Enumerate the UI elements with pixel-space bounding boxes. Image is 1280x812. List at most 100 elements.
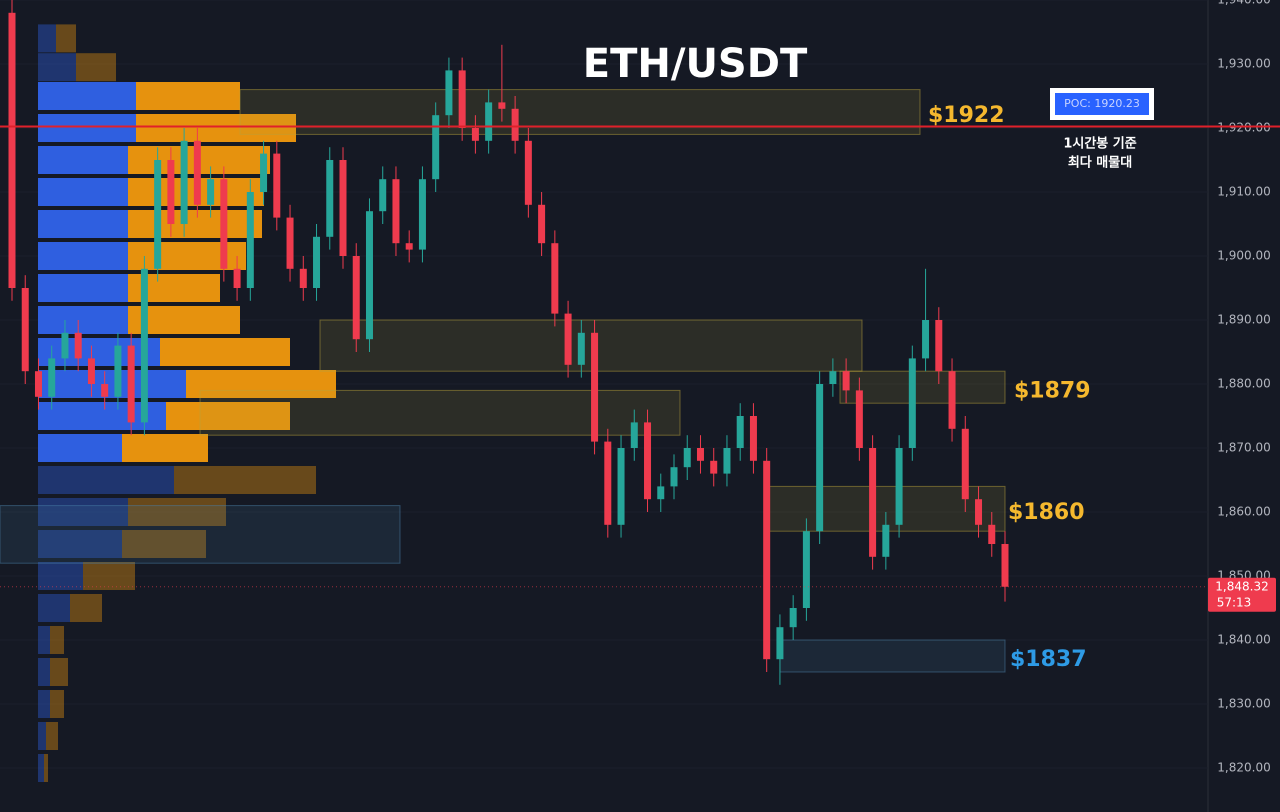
candle-body bbox=[802, 531, 810, 608]
profile-sell-bar bbox=[174, 466, 316, 494]
profile-buy-bar bbox=[38, 146, 128, 174]
poc-box-inner bbox=[1055, 93, 1149, 115]
price-zone bbox=[0, 505, 401, 564]
profile-sell-bar bbox=[136, 82, 240, 110]
candle-body bbox=[352, 256, 360, 340]
candle-body bbox=[220, 179, 228, 269]
candle-body bbox=[644, 422, 652, 500]
price-zone bbox=[779, 639, 1006, 673]
candle-body bbox=[246, 192, 254, 288]
profile-buy-bar bbox=[38, 594, 70, 622]
profile-sell-bar bbox=[46, 722, 58, 750]
candle-body bbox=[167, 160, 175, 224]
candle-body bbox=[564, 313, 572, 365]
candle-body bbox=[21, 288, 29, 372]
candle-body bbox=[379, 179, 387, 212]
candle-body bbox=[127, 345, 135, 423]
last-price-label: 1,848.32 bbox=[1215, 579, 1268, 593]
candle-body bbox=[180, 140, 188, 224]
profile-buy-bar bbox=[38, 274, 128, 302]
candle-body bbox=[114, 345, 122, 397]
candle-body bbox=[471, 128, 479, 141]
candle-body bbox=[895, 448, 903, 525]
candle-body bbox=[816, 384, 824, 532]
candle-body bbox=[273, 153, 281, 218]
candle-body bbox=[789, 608, 797, 628]
candle-body bbox=[498, 102, 506, 109]
candle-body bbox=[207, 179, 215, 205]
candle-body bbox=[260, 153, 268, 192]
profile-buy-bar bbox=[38, 82, 136, 110]
y-tick-label: 1,940.00 bbox=[1217, 0, 1270, 7]
candle-body bbox=[908, 358, 916, 448]
candle-body bbox=[445, 70, 453, 116]
price-zone bbox=[239, 89, 921, 135]
profile-sell-bar bbox=[122, 530, 206, 558]
candle-body bbox=[87, 358, 95, 384]
candle-body bbox=[405, 243, 413, 250]
y-tick-label: 1,820.00 bbox=[1217, 761, 1270, 775]
profile-sell-bar bbox=[166, 402, 290, 430]
chart-title: ETH/USDT bbox=[583, 41, 808, 87]
candle-body bbox=[696, 448, 704, 461]
candle-body bbox=[313, 236, 321, 288]
y-tick-label: 1,880.00 bbox=[1217, 377, 1270, 391]
y-tick-label: 1,830.00 bbox=[1217, 697, 1270, 711]
candle-body bbox=[710, 460, 718, 474]
profile-buy-bar bbox=[38, 658, 50, 686]
candle-body bbox=[670, 467, 678, 487]
price-zone bbox=[764, 485, 1006, 532]
profile-buy-bar bbox=[38, 466, 174, 494]
profile-buy-bar bbox=[38, 722, 46, 750]
profile-buy-bar bbox=[38, 370, 186, 398]
candle-body bbox=[842, 371, 850, 391]
candle-body bbox=[286, 217, 294, 269]
y-tick-label: 1,860.00 bbox=[1217, 505, 1270, 519]
poc-note: 최다 매물대 bbox=[1068, 155, 1132, 171]
candle-body bbox=[577, 332, 585, 365]
candle-body bbox=[538, 204, 546, 244]
price-annotation: $1860 bbox=[1008, 500, 1085, 525]
profile-buy-bar bbox=[38, 434, 122, 462]
profile-sell-bar bbox=[50, 690, 64, 718]
candle-body bbox=[604, 441, 612, 525]
poc-note: 1시간봉 기준 bbox=[1063, 136, 1136, 152]
price-zone bbox=[319, 319, 863, 372]
candle-body bbox=[34, 371, 42, 397]
candle-body bbox=[339, 160, 347, 256]
candle-body bbox=[869, 448, 877, 557]
last-price-box bbox=[1208, 577, 1276, 612]
candle-body bbox=[630, 422, 638, 448]
profile-buy-bar bbox=[38, 306, 128, 334]
candle-body bbox=[299, 268, 307, 288]
candle-body bbox=[511, 108, 519, 141]
candle-body bbox=[48, 358, 56, 397]
candle-body bbox=[485, 102, 493, 141]
profile-buy-bar bbox=[38, 690, 50, 718]
price-zone bbox=[839, 370, 1006, 404]
candle-body bbox=[975, 499, 983, 525]
candle-body bbox=[736, 416, 744, 448]
profile-buy-bar bbox=[38, 114, 136, 142]
candle-body bbox=[882, 524, 890, 557]
profile-buy-bar bbox=[38, 24, 56, 53]
profile-sell-bar bbox=[128, 242, 246, 270]
candle-body bbox=[776, 627, 784, 660]
profile-buy-bar bbox=[38, 754, 44, 782]
profile-buy-bar bbox=[38, 498, 128, 526]
candle-body bbox=[961, 428, 969, 500]
candle-body bbox=[193, 140, 201, 205]
profile-sell-bar bbox=[136, 114, 296, 142]
candle-body bbox=[1001, 544, 1009, 587]
candle-body bbox=[657, 486, 665, 500]
y-tick-label: 1,900.00 bbox=[1217, 249, 1270, 263]
profile-buy-bar bbox=[38, 530, 122, 558]
y-tick-label: 1,870.00 bbox=[1217, 441, 1270, 455]
candle-body bbox=[935, 320, 943, 372]
price-annotation: $1922 bbox=[928, 103, 1005, 128]
profile-buy-bar bbox=[38, 178, 128, 206]
candle-body bbox=[101, 384, 109, 397]
candle-body bbox=[74, 332, 82, 359]
profile-buy-bar bbox=[38, 338, 160, 366]
